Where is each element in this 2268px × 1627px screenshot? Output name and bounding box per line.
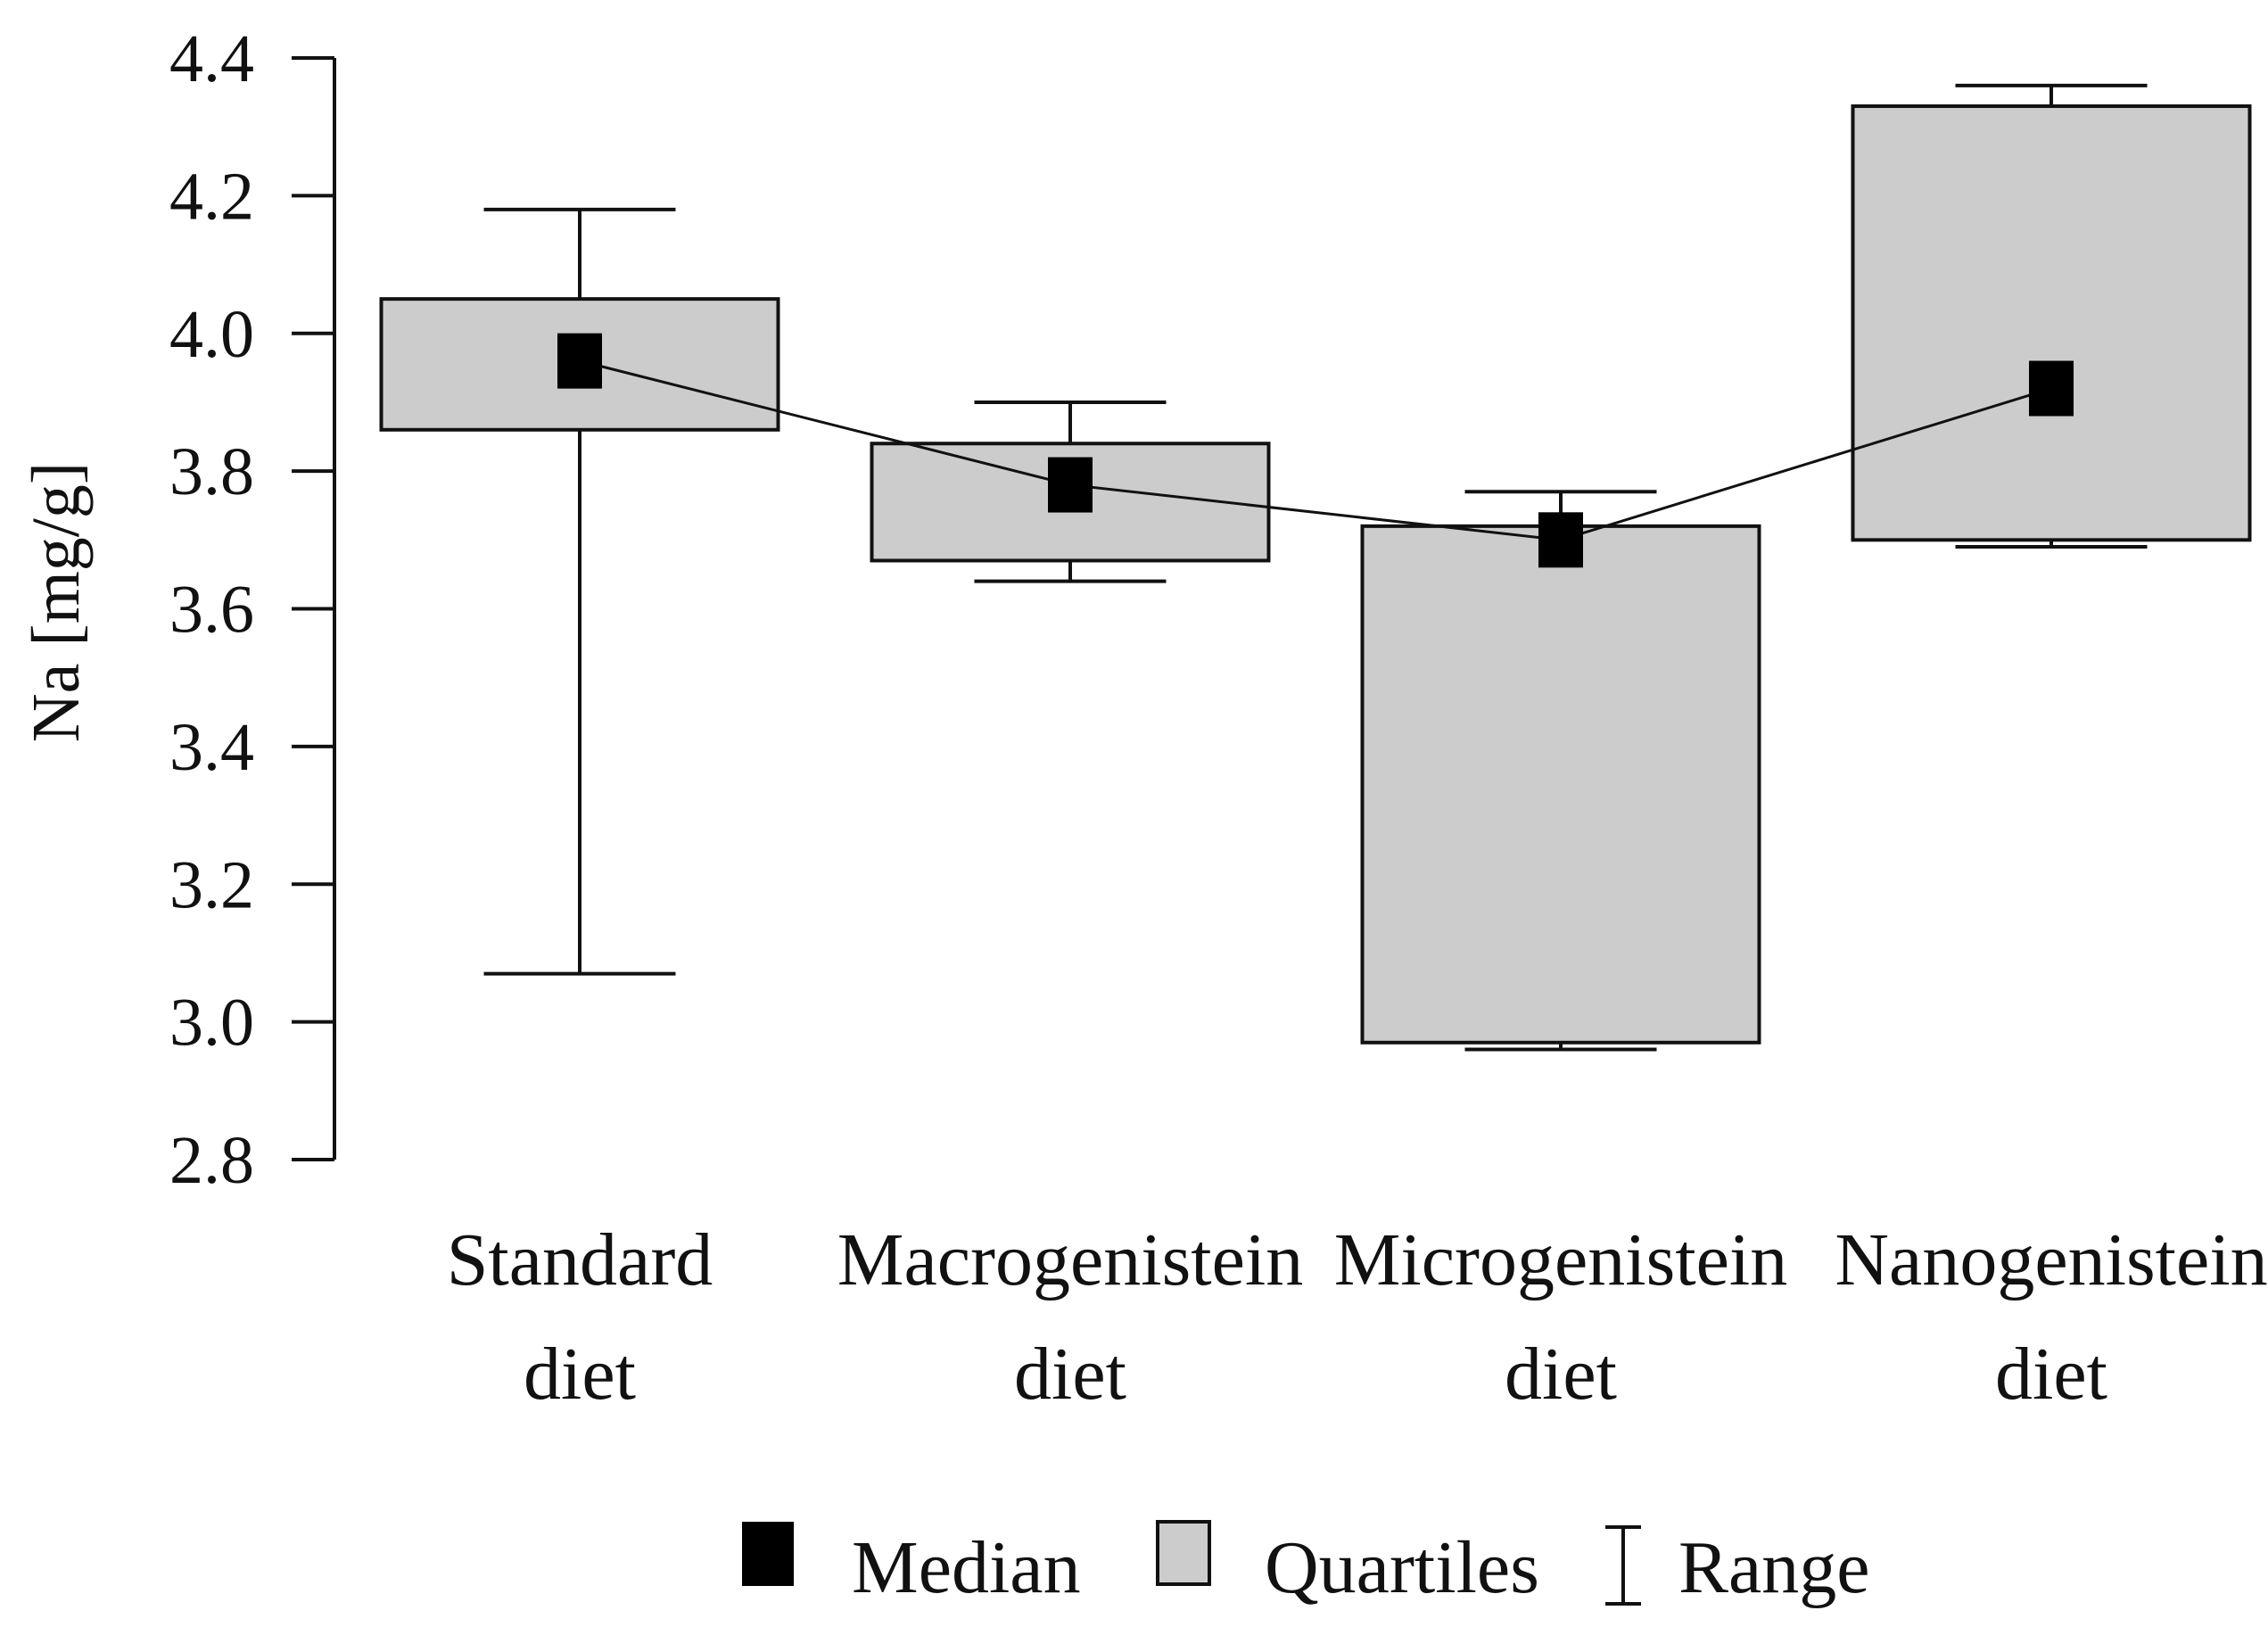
quartile-box-3 [1851,104,2252,542]
legend-median-label: Median [852,1526,1081,1609]
y-tick-label-1: 3.0 [169,986,254,1061]
legend-median-swatch [742,1522,794,1586]
median-markers [557,333,2074,568]
box-2 [1360,490,1761,1052]
category-label-2-line-1: diet [1505,1333,1617,1416]
y-tick-label-2: 3.2 [169,847,254,922]
category-label-0-line-0: Standard [447,1218,713,1301]
category-label-3-line-1: diet [1995,1333,2107,1416]
median-line [579,359,2052,541]
legend-quartiles-swatch [1156,1520,1211,1586]
legend-range-symbol [1605,1525,1641,1606]
category-labels: Standard diet Macrogenistein diet Microgenis… [447,1218,2268,1416]
y-tick-label-7: 4.2 [169,159,254,234]
median-marker-3 [2029,360,2074,417]
y-tick-label-8: 4.4 [169,21,254,96]
median-marker-2 [1538,512,1583,568]
category-label-1-line-1: diet [1014,1333,1126,1416]
legend: Median Quartiles Range [742,1520,1870,1609]
y-tick-label-6: 4.0 [169,297,254,372]
legend-quartiles-label: Quartiles [1265,1526,1539,1609]
boxes [379,83,2252,1052]
y-axis: 2.8 3.0 3.2 3.4 3.6 3.8 4.0 4.2 4.4 [169,21,336,1198]
legend-range-label: Range [1678,1526,1870,1609]
category-label-2-line-0: Microgenistein [1334,1218,1788,1301]
median-marker-1 [1048,457,1093,513]
box-0 [379,207,780,976]
category-label-1-line-0: Macrogenistein [837,1218,1304,1301]
y-tick-label-3: 3.4 [169,710,254,785]
category-label-0-line-1: diet [524,1333,636,1416]
category-label-3-line-0: Nanogenistein [1835,1218,2267,1301]
quartile-box-2 [1360,524,1761,1045]
y-tick-label-4: 3.6 [169,573,254,648]
median-connector-line [579,359,2052,541]
y-tick-label-0: 2.8 [169,1123,254,1198]
median-marker-0 [557,333,602,389]
box-3 [1851,83,2252,549]
y-axis-title: Na [mg/g] [19,462,94,742]
y-tick-label-5: 3.8 [169,434,254,509]
